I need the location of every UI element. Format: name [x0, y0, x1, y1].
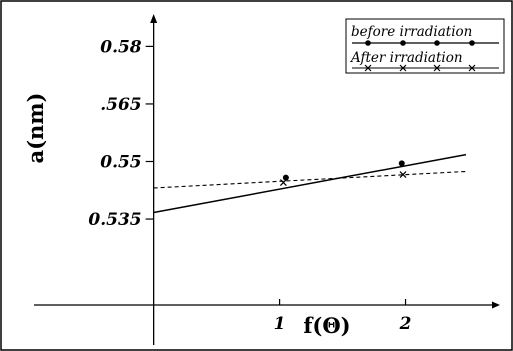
- data-point-series-1: [398, 160, 405, 167]
- legend-marker-after-3: [433, 64, 441, 72]
- legend-label-after-irradiation: After irradiation: [349, 50, 463, 66]
- legend-marker-before-2: [400, 40, 406, 46]
- x-axis-title: f(Θ): [303, 313, 350, 338]
- legend-label-before-irradiation: before irradiation: [351, 24, 472, 40]
- legend-marker-before-1: [365, 40, 371, 46]
- legend-marker-after-2: [399, 64, 407, 72]
- y-tick-label: 0.535: [88, 210, 141, 230]
- legend-marker-before-3: [434, 40, 440, 46]
- x-tick-label: 2: [399, 314, 412, 334]
- fit-line-series-2: [153, 170, 467, 189]
- axis-ticks: 0.58 .565 0.55 0.535 1 2: [88, 37, 411, 334]
- data-point-series-2: [399, 171, 407, 178]
- data-point-series-2: [279, 179, 287, 187]
- y-tick-label: 0.58: [100, 37, 142, 57]
- legend-marker-after-4: [468, 64, 476, 72]
- legend-marker-after-1: [364, 64, 372, 72]
- y-axis-title: a(nm): [23, 93, 48, 164]
- y-tick-label: 0.55: [100, 153, 141, 173]
- fit-lines: [153, 153, 467, 214]
- legend-marker-before-4: [469, 40, 475, 46]
- data-markers: [279, 160, 407, 187]
- x-axis-arrowhead: [492, 301, 500, 309]
- data-point-series-1: [282, 174, 289, 181]
- y-axis-arrowhead: [150, 14, 158, 23]
- y-tick-label: .565: [100, 95, 141, 115]
- legend: before irradiation After irradiation: [345, 18, 505, 74]
- x-tick-label: 1: [274, 314, 286, 334]
- legend-box: [345, 18, 505, 74]
- axes: [34, 14, 500, 345]
- fit-line-series-1: [153, 153, 467, 214]
